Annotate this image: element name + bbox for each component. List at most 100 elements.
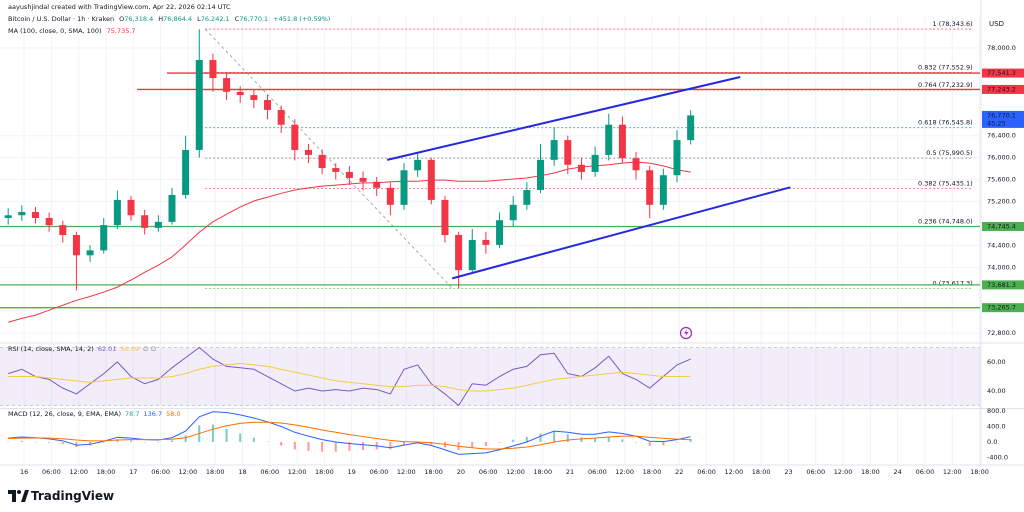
price-change: +451.8 (+0.59%) <box>273 15 330 23</box>
level-price-box <box>982 221 1024 231</box>
macd-histogram-bar <box>143 441 146 443</box>
macd-histogram-bar <box>471 441 474 448</box>
candle-body <box>291 124 299 150</box>
level-price-box <box>982 68 1024 78</box>
macd-value: 136.7 <box>144 410 163 418</box>
fib-level-label: 0.832 (77,552.9) <box>918 63 973 71</box>
macd-histogram-bar <box>102 441 105 443</box>
logo: TradingView <box>8 489 114 503</box>
logo-mark <box>17 490 21 494</box>
macd-histogram-bar <box>130 440 133 442</box>
macd-histogram-bar <box>266 441 269 443</box>
level-price-label: 74,745.4 <box>987 222 1016 230</box>
x-tick-label: 18:00 <box>424 468 443 476</box>
rsi-header: RSI (14, close, SMA, 14, 2) 62.01 50.09 ∅ ∅ <box>8 345 156 353</box>
ohlc-key: H <box>158 15 163 23</box>
x-tick-label: 12:00 <box>69 468 88 476</box>
ohlc-value: 76,318.4 <box>124 15 153 23</box>
x-tick-label: 18:00 <box>315 468 334 476</box>
x-tick-label: 18:00 <box>861 468 880 476</box>
candle-body <box>550 140 558 160</box>
macd-histogram-bar <box>321 441 324 452</box>
x-tick-label: 06:00 <box>479 468 498 476</box>
macd-histogram-bar <box>20 440 23 442</box>
macd-histogram-bar <box>75 441 78 448</box>
macd-histogram-bar <box>648 441 651 446</box>
candle-body <box>332 168 340 172</box>
macd-histogram-bar <box>580 437 583 442</box>
ma-value: 75,735.7 <box>107 27 136 35</box>
alert-icon-ring <box>679 326 693 340</box>
x-tick-label: 18:00 <box>752 468 771 476</box>
x-tick-label: 06:00 <box>697 468 716 476</box>
candle-body <box>482 239 490 245</box>
level-price-label: 77,243.2 <box>987 85 1016 93</box>
macd-histogram-bar <box>348 441 351 451</box>
macd-histogram-bar <box>539 433 542 442</box>
x-tick-label: 19 <box>348 468 356 476</box>
candle-body <box>386 187 394 205</box>
level-price-box <box>982 303 1024 313</box>
macd-pane: MACD (12, 26, close, 9, EMA, EMA) 78.7 136… <box>7 410 692 455</box>
x-tick-label: 18:00 <box>97 468 116 476</box>
macd-histogram-bar <box>239 433 242 442</box>
ohlc-value: 76,864.4 <box>163 15 192 23</box>
last-price-label: 76,770.1 <box>987 111 1016 119</box>
x-tick-label: 22 <box>675 468 683 476</box>
rsi-extra: ∅ ∅ <box>143 345 156 353</box>
macd-title: MACD (12, 26, close, 9, EMA, EMA) <box>8 410 121 418</box>
logo-mark <box>8 490 16 502</box>
macd-histogram-bar <box>334 441 337 452</box>
macd-histogram-bar <box>307 441 310 451</box>
macd-histogram-bar <box>621 439 624 442</box>
candle-body <box>45 218 53 226</box>
candle-body <box>304 149 312 155</box>
macd-histogram-bar <box>293 441 296 450</box>
level-price-label: 73,265.7 <box>987 304 1016 312</box>
logo-mark <box>21 490 29 502</box>
ohlc-key: O <box>119 15 124 23</box>
fib-level-label: 0.618 (76,545.8) <box>918 119 973 127</box>
macd-histogram-bar <box>157 441 160 443</box>
x-tick-label: 17 <box>129 468 137 476</box>
level-price-label: 77,541.3 <box>987 69 1016 77</box>
x-tick-label: 24 <box>894 468 902 476</box>
macd-histogram-bar <box>61 441 64 445</box>
candle-body <box>86 250 94 256</box>
macd-tick-label: -400.0 <box>987 453 1008 461</box>
candle-body <box>318 154 326 169</box>
candle-body <box>373 181 381 188</box>
level-price-label: 73,681.3 <box>987 281 1016 289</box>
macd-histogram-bar <box>225 428 228 442</box>
x-tick-label: 12:00 <box>397 468 416 476</box>
x-tick-label: 06:00 <box>260 468 279 476</box>
rsi-value: 62.01 <box>98 345 117 353</box>
rsi-title: RSI (14, close, SMA, 14, 2) <box>8 345 94 353</box>
candle-body <box>141 215 149 228</box>
candle-body <box>673 140 681 176</box>
candle-body <box>277 109 285 125</box>
macd-histogram-bar <box>280 441 283 446</box>
rsi-line <box>8 362 691 392</box>
x-tick-label: 06:00 <box>42 468 61 476</box>
x-tick-label: 18 <box>238 468 246 476</box>
macd-histogram-bar <box>252 437 255 442</box>
y-tick-label: 74,400.0 <box>987 241 1016 249</box>
y-tick-label: 75,600.0 <box>987 176 1016 184</box>
candle-body <box>687 115 695 141</box>
rsi-band <box>0 347 980 406</box>
macd-histogram-bar <box>403 441 406 446</box>
candle-body <box>605 124 613 155</box>
fib-level-label: 0 (73,617.3) <box>933 279 973 287</box>
macd-histogram-bar <box>662 441 665 446</box>
x-tick-label: 18:00 <box>643 468 662 476</box>
rsi-value: 50.09 <box>120 345 139 353</box>
candle-body <box>182 149 190 195</box>
logo-text: TradingView <box>31 489 114 503</box>
y-tick-label: 74,000.0 <box>987 263 1016 271</box>
macd-histogram-bar <box>635 441 638 443</box>
ohlc-value: 76,242.1 <box>201 15 230 23</box>
chart-subtitle: aayushjindal created with TradingView.co… <box>8 3 231 11</box>
bar-countdown: 45:25 <box>987 119 1006 127</box>
